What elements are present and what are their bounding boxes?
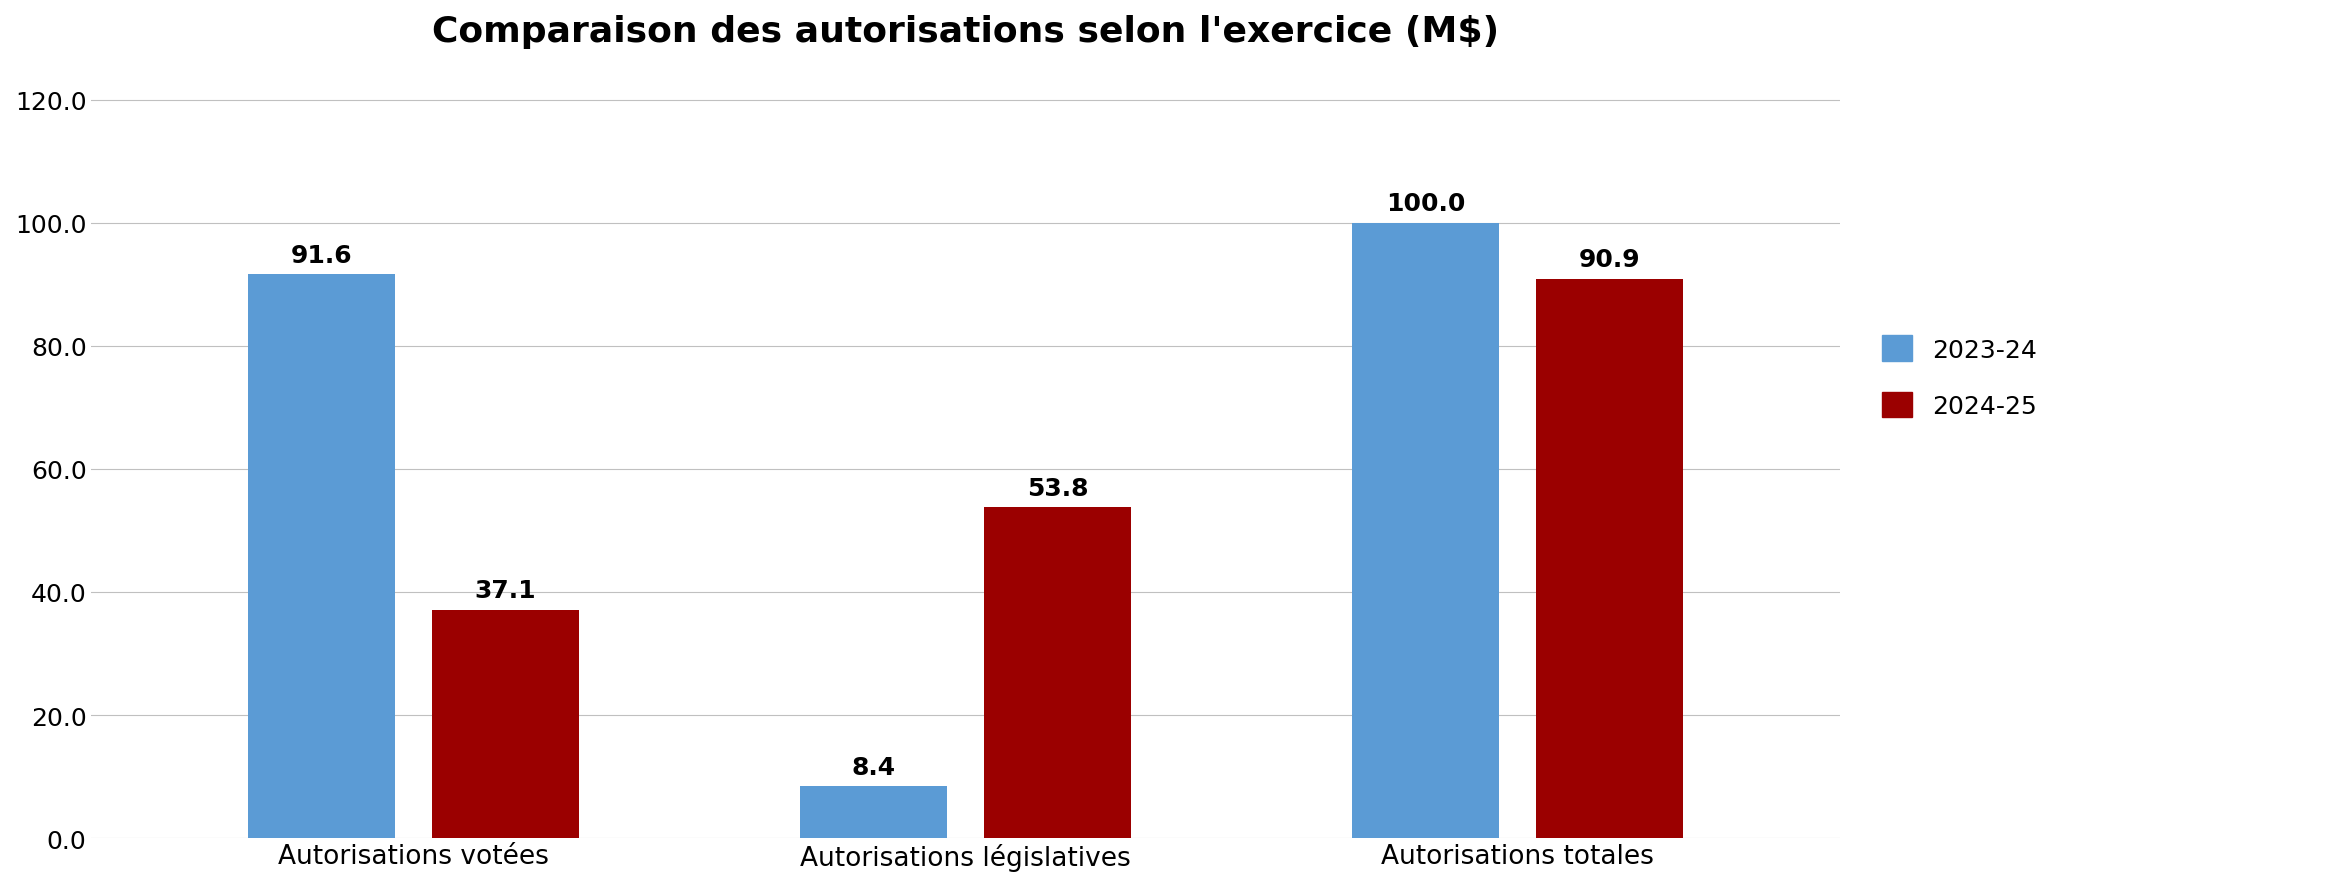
Bar <box>432 610 580 838</box>
Text: 53.8: 53.8 <box>1028 476 1089 500</box>
Text: 8.4: 8.4 <box>852 755 897 779</box>
Bar <box>1537 279 1683 838</box>
Title: Comparaison des autorisations selon l'exercice (M$): Comparaison des autorisations selon l'ex… <box>432 15 1500 49</box>
Text: 37.1: 37.1 <box>474 579 537 602</box>
Text: 100.0: 100.0 <box>1387 192 1465 216</box>
Bar <box>249 275 394 838</box>
Text: 91.6: 91.6 <box>291 244 352 268</box>
Bar <box>983 508 1131 838</box>
Legend: 2023-24, 2024-25: 2023-24, 2024-25 <box>1871 323 2049 431</box>
Bar <box>1352 223 1500 838</box>
Bar <box>800 787 948 838</box>
Text: 90.9: 90.9 <box>1580 248 1641 272</box>
